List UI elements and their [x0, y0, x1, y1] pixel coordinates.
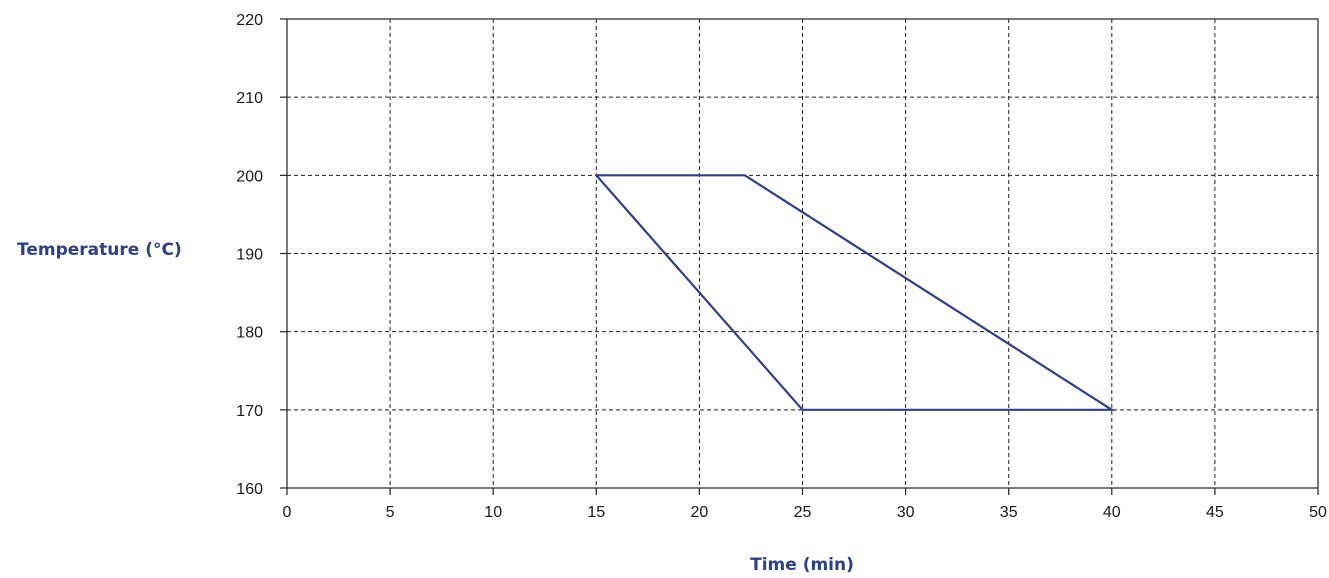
- y-axis-title: Temperature (°C): [17, 240, 182, 260]
- y-tick-label: 210: [236, 90, 263, 107]
- x-axis-title: Time (min): [750, 555, 854, 575]
- x-tick-label: 20: [691, 504, 709, 521]
- x-tick-label: 10: [484, 504, 502, 521]
- x-tick-label: 0: [283, 504, 292, 521]
- x-tick-label: 5: [386, 504, 395, 521]
- y-tick-label: 220: [236, 12, 263, 29]
- series-layer: [595, 174, 1116, 411]
- x-tick-label: 30: [897, 504, 915, 521]
- x-tick-label: 15: [587, 504, 605, 521]
- x-tick-label: 25: [794, 504, 812, 521]
- x-tick-label: 45: [1206, 504, 1224, 521]
- series-line: [595, 174, 1116, 411]
- x-tick-label: 35: [1000, 504, 1018, 521]
- y-tick-label: 170: [236, 403, 263, 420]
- y-tick-label: 190: [236, 247, 263, 264]
- x-tick-label: 40: [1103, 504, 1121, 521]
- axis-ticks: 0 5 10 15 20 25 30 35 40 45 50 160 170 180 190 200 210 22…: [236, 12, 1327, 521]
- y-tick-label: 160: [236, 481, 263, 498]
- y-tick-label: 180: [236, 325, 263, 342]
- x-tick-label: 50: [1309, 504, 1327, 521]
- y-tick-label: 200: [236, 168, 263, 185]
- grid: [287, 19, 1318, 488]
